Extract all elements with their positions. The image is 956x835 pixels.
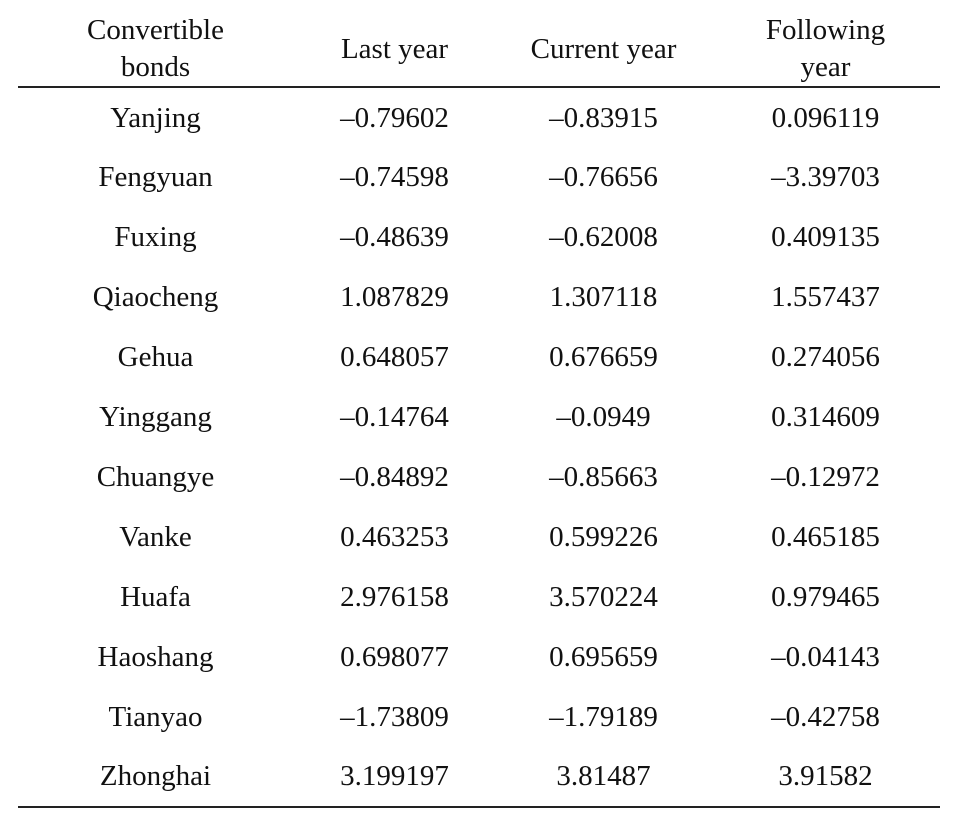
cell-following-year-value: 0.096119 <box>771 102 880 134</box>
cell-bond-name: Fuxing <box>114 220 197 253</box>
cell-following-year-value: 1.557437 <box>771 280 880 313</box>
table-row: Huafa 2.976158 3.570224 0.979465 <box>18 567 940 627</box>
cell-last-year-value: 0.698077 <box>340 640 449 673</box>
cell-current-year-value: –1.79189 <box>549 700 658 733</box>
cell-following-year-value: –0.42758 <box>771 700 880 733</box>
cell-current-year-value: 0.599226 <box>549 520 658 553</box>
table-row: Vanke 0.463253 0.599226 0.465185 <box>18 507 940 567</box>
header-following-year-line1: Following <box>765 14 886 46</box>
cell-bond-name: Vanke <box>119 520 192 553</box>
cell-last-year-value: –0.84892 <box>340 460 449 493</box>
header-row: Convertible bonds Last year Current year… <box>18 12 940 87</box>
cell-following-year-value: 0.409135 <box>771 220 880 253</box>
cell-bond-name: Yanjing <box>110 102 201 134</box>
table-row: Fengyuan –0.74598 –0.76656 –3.39703 <box>18 147 940 207</box>
header-last-year: Last year <box>340 32 449 65</box>
cell-last-year-value: 1.087829 <box>340 280 449 313</box>
cell-last-year-value: –1.73809 <box>340 700 449 733</box>
cell-following-year-value: –0.04143 <box>771 640 880 673</box>
cell-last-year-value: 0.648057 <box>340 340 449 373</box>
cell-current-year-value: 0.695659 <box>549 640 658 673</box>
cell-current-year-value: –0.76656 <box>549 160 658 193</box>
cell-last-year-value: –0.74598 <box>340 160 449 193</box>
cell-current-year-value: 3.81487 <box>556 760 651 792</box>
cell-last-year-value: 0.463253 <box>340 520 449 553</box>
cell-current-year-value: –0.0949 <box>556 400 651 433</box>
cell-current-year-value: –0.83915 <box>549 102 658 134</box>
cell-current-year-value: –0.85663 <box>549 460 658 493</box>
cell-following-year-value: 3.91582 <box>778 760 873 792</box>
header-convertible-bonds: Convertible bonds <box>18 12 293 87</box>
table-row: Yanjing –0.79602 –0.83915 0.096119 <box>18 87 940 147</box>
cell-bond-name: Chuangye <box>96 460 215 493</box>
cell-last-year-value: –0.14764 <box>340 400 449 433</box>
cell-last-year-value: –0.48639 <box>340 220 449 253</box>
cell-bond-name: Gehua <box>117 340 194 373</box>
cell-following-year-value: –0.12972 <box>771 460 880 493</box>
table-row: Tianyao –1.73809 –1.79189 –0.42758 <box>18 687 940 747</box>
cell-last-year-value: 3.199197 <box>340 760 449 792</box>
table-row: Haoshang 0.698077 0.695659 –0.04143 <box>18 627 940 687</box>
cell-bond-name: Zhonghai <box>99 760 212 792</box>
cell-current-year-value: 0.676659 <box>549 340 658 373</box>
cell-current-year-value: 1.307118 <box>549 280 658 313</box>
table-row: Yinggang –0.14764 –0.0949 0.314609 <box>18 387 940 447</box>
cell-current-year-value: –0.62008 <box>549 220 658 253</box>
cell-bond-name: Fengyuan <box>98 160 213 193</box>
header-following-year: Following year <box>711 12 940 87</box>
table-row: Qiaocheng 1.087829 1.307118 1.557437 <box>18 267 940 327</box>
table-row: Fuxing –0.48639 –0.62008 0.409135 <box>18 207 940 267</box>
cell-following-year-value: –3.39703 <box>771 160 880 193</box>
cell-bond-name: Huafa <box>120 580 191 613</box>
cell-following-year-value: 0.274056 <box>771 340 880 373</box>
cell-following-year-value: 0.314609 <box>771 400 880 433</box>
table-row: Gehua 0.648057 0.676659 0.274056 <box>18 327 940 387</box>
cell-bond-name: Tianyao <box>108 700 203 733</box>
cell-last-year-value: –0.79602 <box>340 102 449 134</box>
table-row: Chuangye –0.84892 –0.85663 –0.12972 <box>18 447 940 507</box>
convertible-bonds-table: Convertible bonds Last year Current year… <box>18 12 940 808</box>
header-current-year: Current year <box>530 32 677 65</box>
cell-bond-name: Yinggang <box>99 400 212 433</box>
cell-last-year-value: 2.976158 <box>340 580 449 613</box>
cell-bond-name: Qiaocheng <box>92 280 219 313</box>
cell-following-year-value: 0.465185 <box>771 520 880 553</box>
header-following-year-line2: year <box>800 51 851 83</box>
table-body: Yanjing –0.79602 –0.83915 0.096119 Fengyuan –… <box>18 87 940 807</box>
cell-bond-name: Haoshang <box>97 640 214 673</box>
table-header: Convertible bonds Last year Current year… <box>18 12 940 87</box>
table-row: Zhonghai 3.199197 3.81487 3.91582 <box>18 747 940 807</box>
cell-following-year-value: 0.979465 <box>771 580 880 613</box>
header-convertible-bonds-line2: bonds <box>120 51 191 83</box>
header-convertible-bonds-line1: Convertible <box>87 14 224 46</box>
cell-current-year-value: 3.570224 <box>549 580 658 613</box>
